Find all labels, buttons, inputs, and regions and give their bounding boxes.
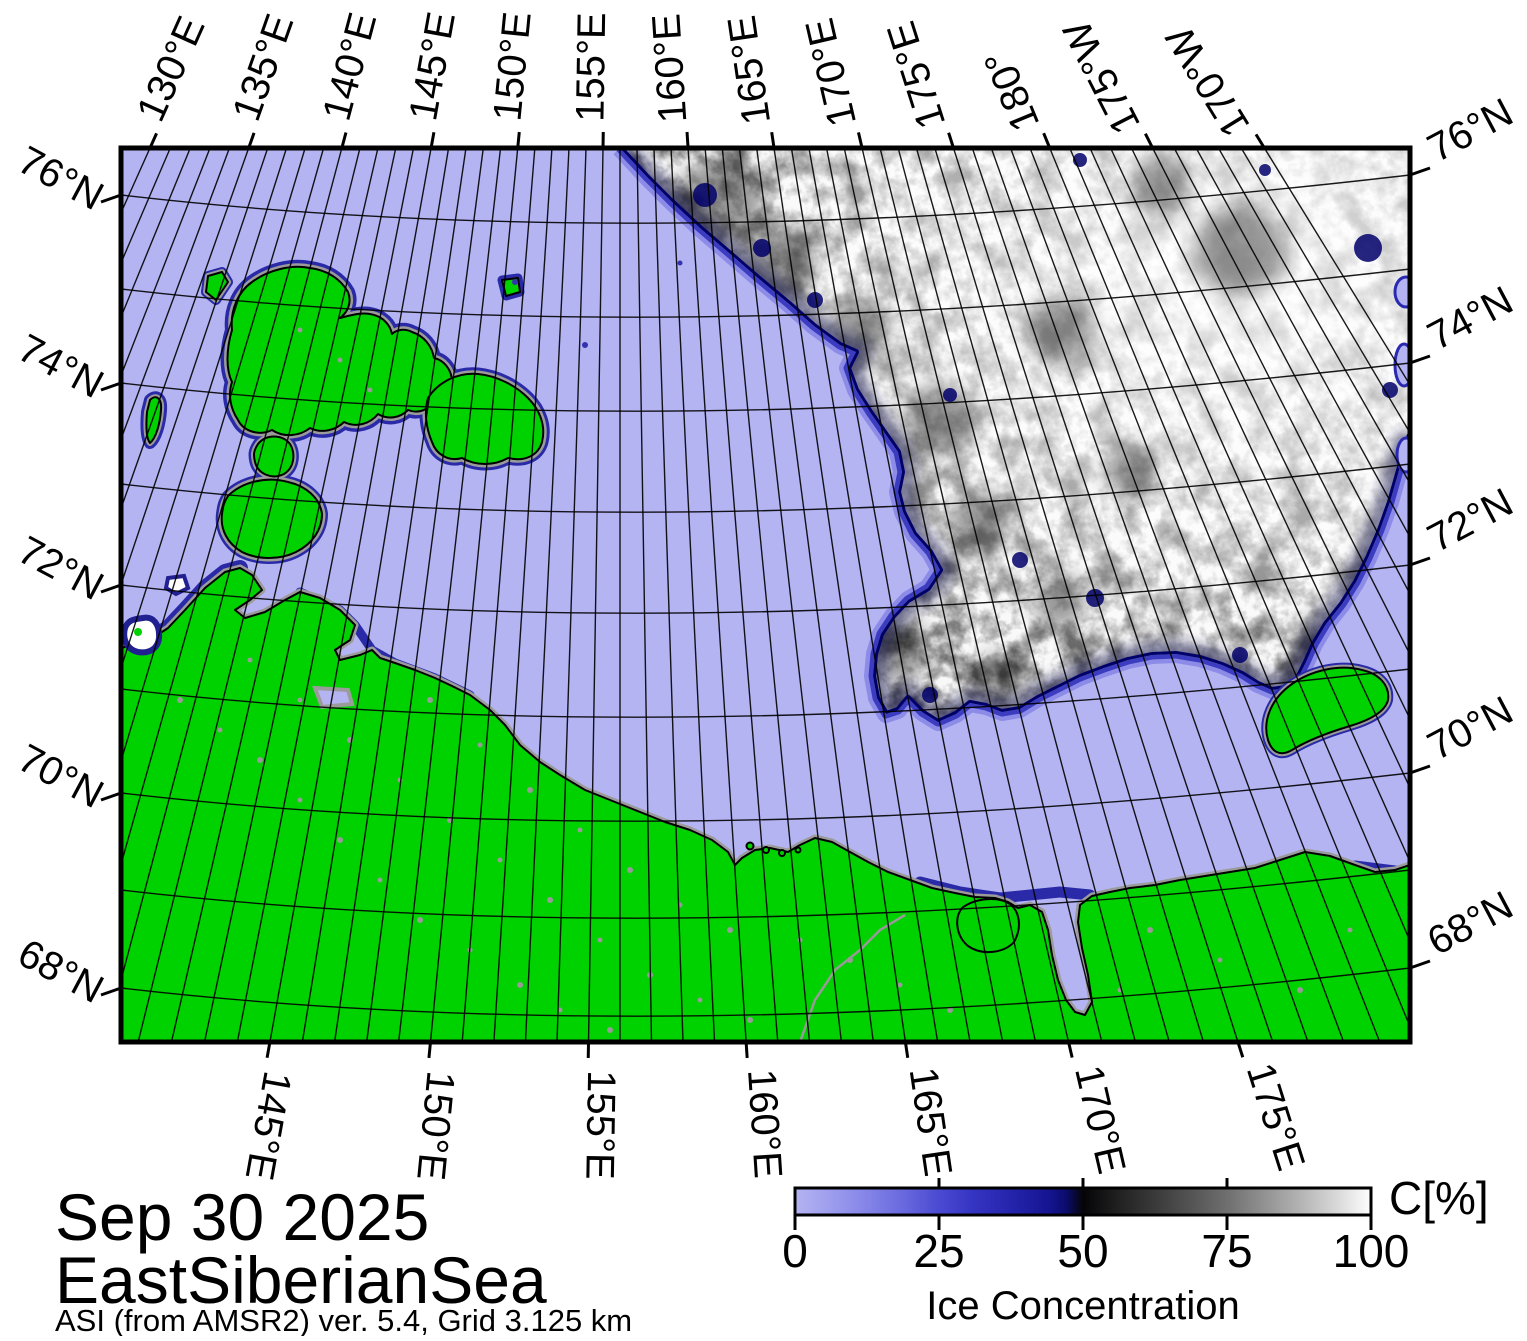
colorbar-tick-label-25: 25	[913, 1225, 964, 1277]
map-area	[0, 140, 1527, 1042]
top-label-155: 155°E	[568, 12, 614, 122]
bottom-label-160: 160°E	[739, 1068, 790, 1180]
product-info: ASI (from AMSR2) ver. 5.4, Grid 3.125 km	[55, 1303, 632, 1336]
colorbar-caption: Ice Concentration	[926, 1284, 1240, 1328]
colorbar-tick-label-100: 100	[1333, 1225, 1410, 1277]
colorbar-unit-label: C[%]	[1389, 1172, 1489, 1224]
colorbar-tick-label-75: 75	[1201, 1225, 1252, 1277]
top-label-160: 160°E	[644, 12, 695, 124]
colorbar-tick-label-0: 0	[782, 1225, 808, 1277]
colorbar-tick-label-50: 50	[1057, 1225, 1108, 1277]
top-tick-150	[518, 132, 520, 148]
bottom-label-155: 155°E	[577, 1070, 623, 1180]
top-tick-160	[687, 132, 688, 148]
colorbar-gradient	[795, 1188, 1371, 1215]
bottom-tick-160	[746, 1042, 747, 1058]
bottom-tick-150	[429, 1042, 431, 1058]
